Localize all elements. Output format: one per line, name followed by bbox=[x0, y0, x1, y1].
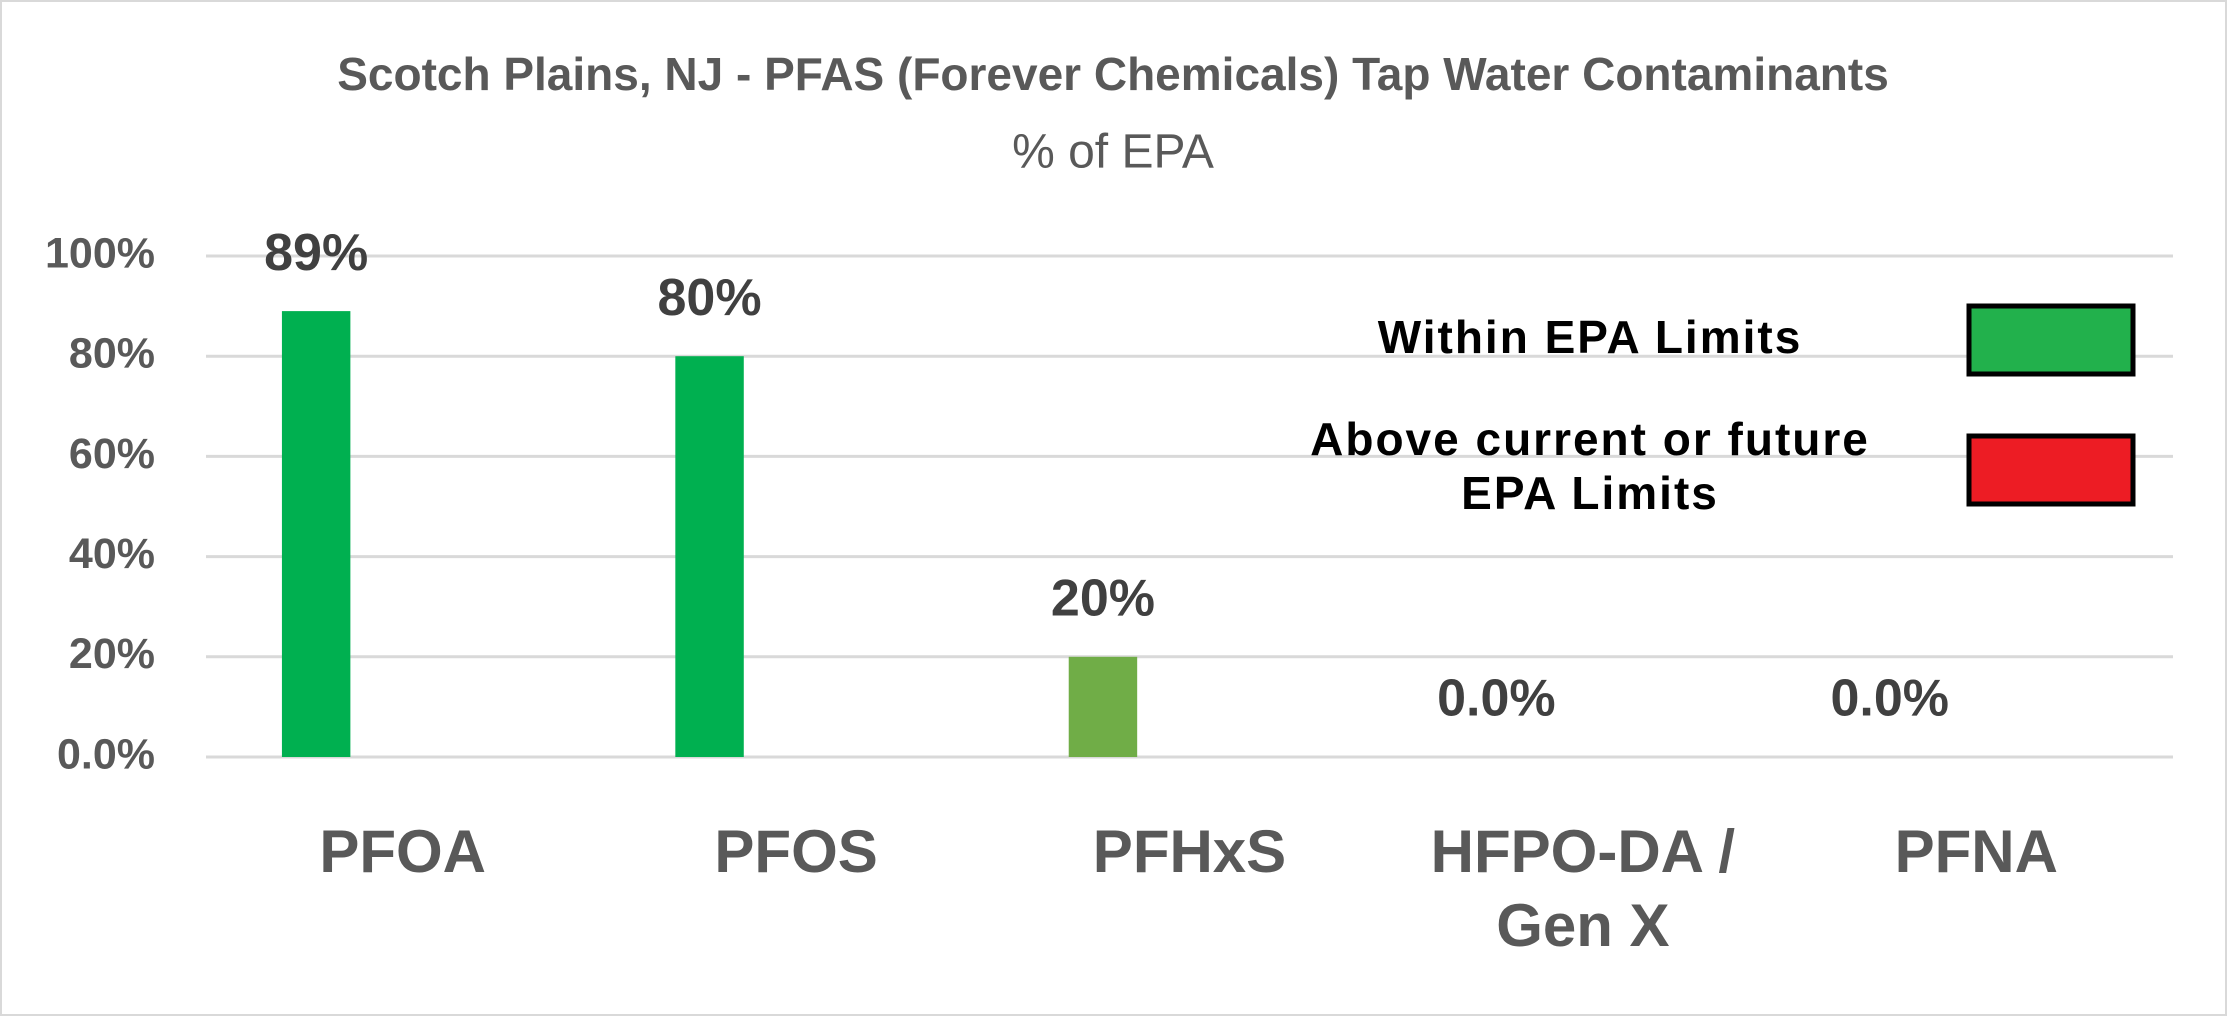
chart-subtitle: % of EPA bbox=[1012, 126, 1214, 179]
y-tick-label: 60% bbox=[69, 430, 155, 478]
y-tick-label: 0.0% bbox=[57, 730, 155, 778]
legend-label: Within EPA Limits bbox=[1377, 311, 1803, 363]
x-tick-label: PFOA bbox=[319, 818, 487, 885]
value-label: 0.0% bbox=[1437, 670, 1556, 728]
y-tick-label: 100% bbox=[45, 229, 155, 277]
value-label: 0.0% bbox=[1830, 670, 1949, 728]
y-tick-label: 20% bbox=[69, 630, 155, 678]
bar bbox=[1068, 656, 1138, 757]
bar bbox=[281, 311, 351, 757]
x-tick-label: PFNA bbox=[1894, 818, 2058, 885]
value-label: 20% bbox=[1051, 570, 1155, 628]
x-tick-label: HFPO-DA / Gen X bbox=[1430, 818, 1736, 959]
x-tick-label: PFOS bbox=[714, 818, 878, 885]
y-tick-label: 80% bbox=[69, 330, 155, 378]
chart-title: Scotch Plains, NJ - PFAS (Forever Chemic… bbox=[337, 48, 1889, 100]
y-tick-label: 40% bbox=[69, 530, 155, 578]
bar bbox=[675, 356, 744, 757]
value-label: 89% bbox=[264, 224, 368, 282]
x-tick-label: PFHxS bbox=[1092, 818, 1287, 885]
legend-swatch bbox=[1966, 433, 2136, 507]
value-label: 80% bbox=[658, 269, 762, 327]
legend-label: Above current or future EPA Limits bbox=[1310, 413, 1870, 519]
legend-swatch bbox=[1966, 303, 2136, 377]
